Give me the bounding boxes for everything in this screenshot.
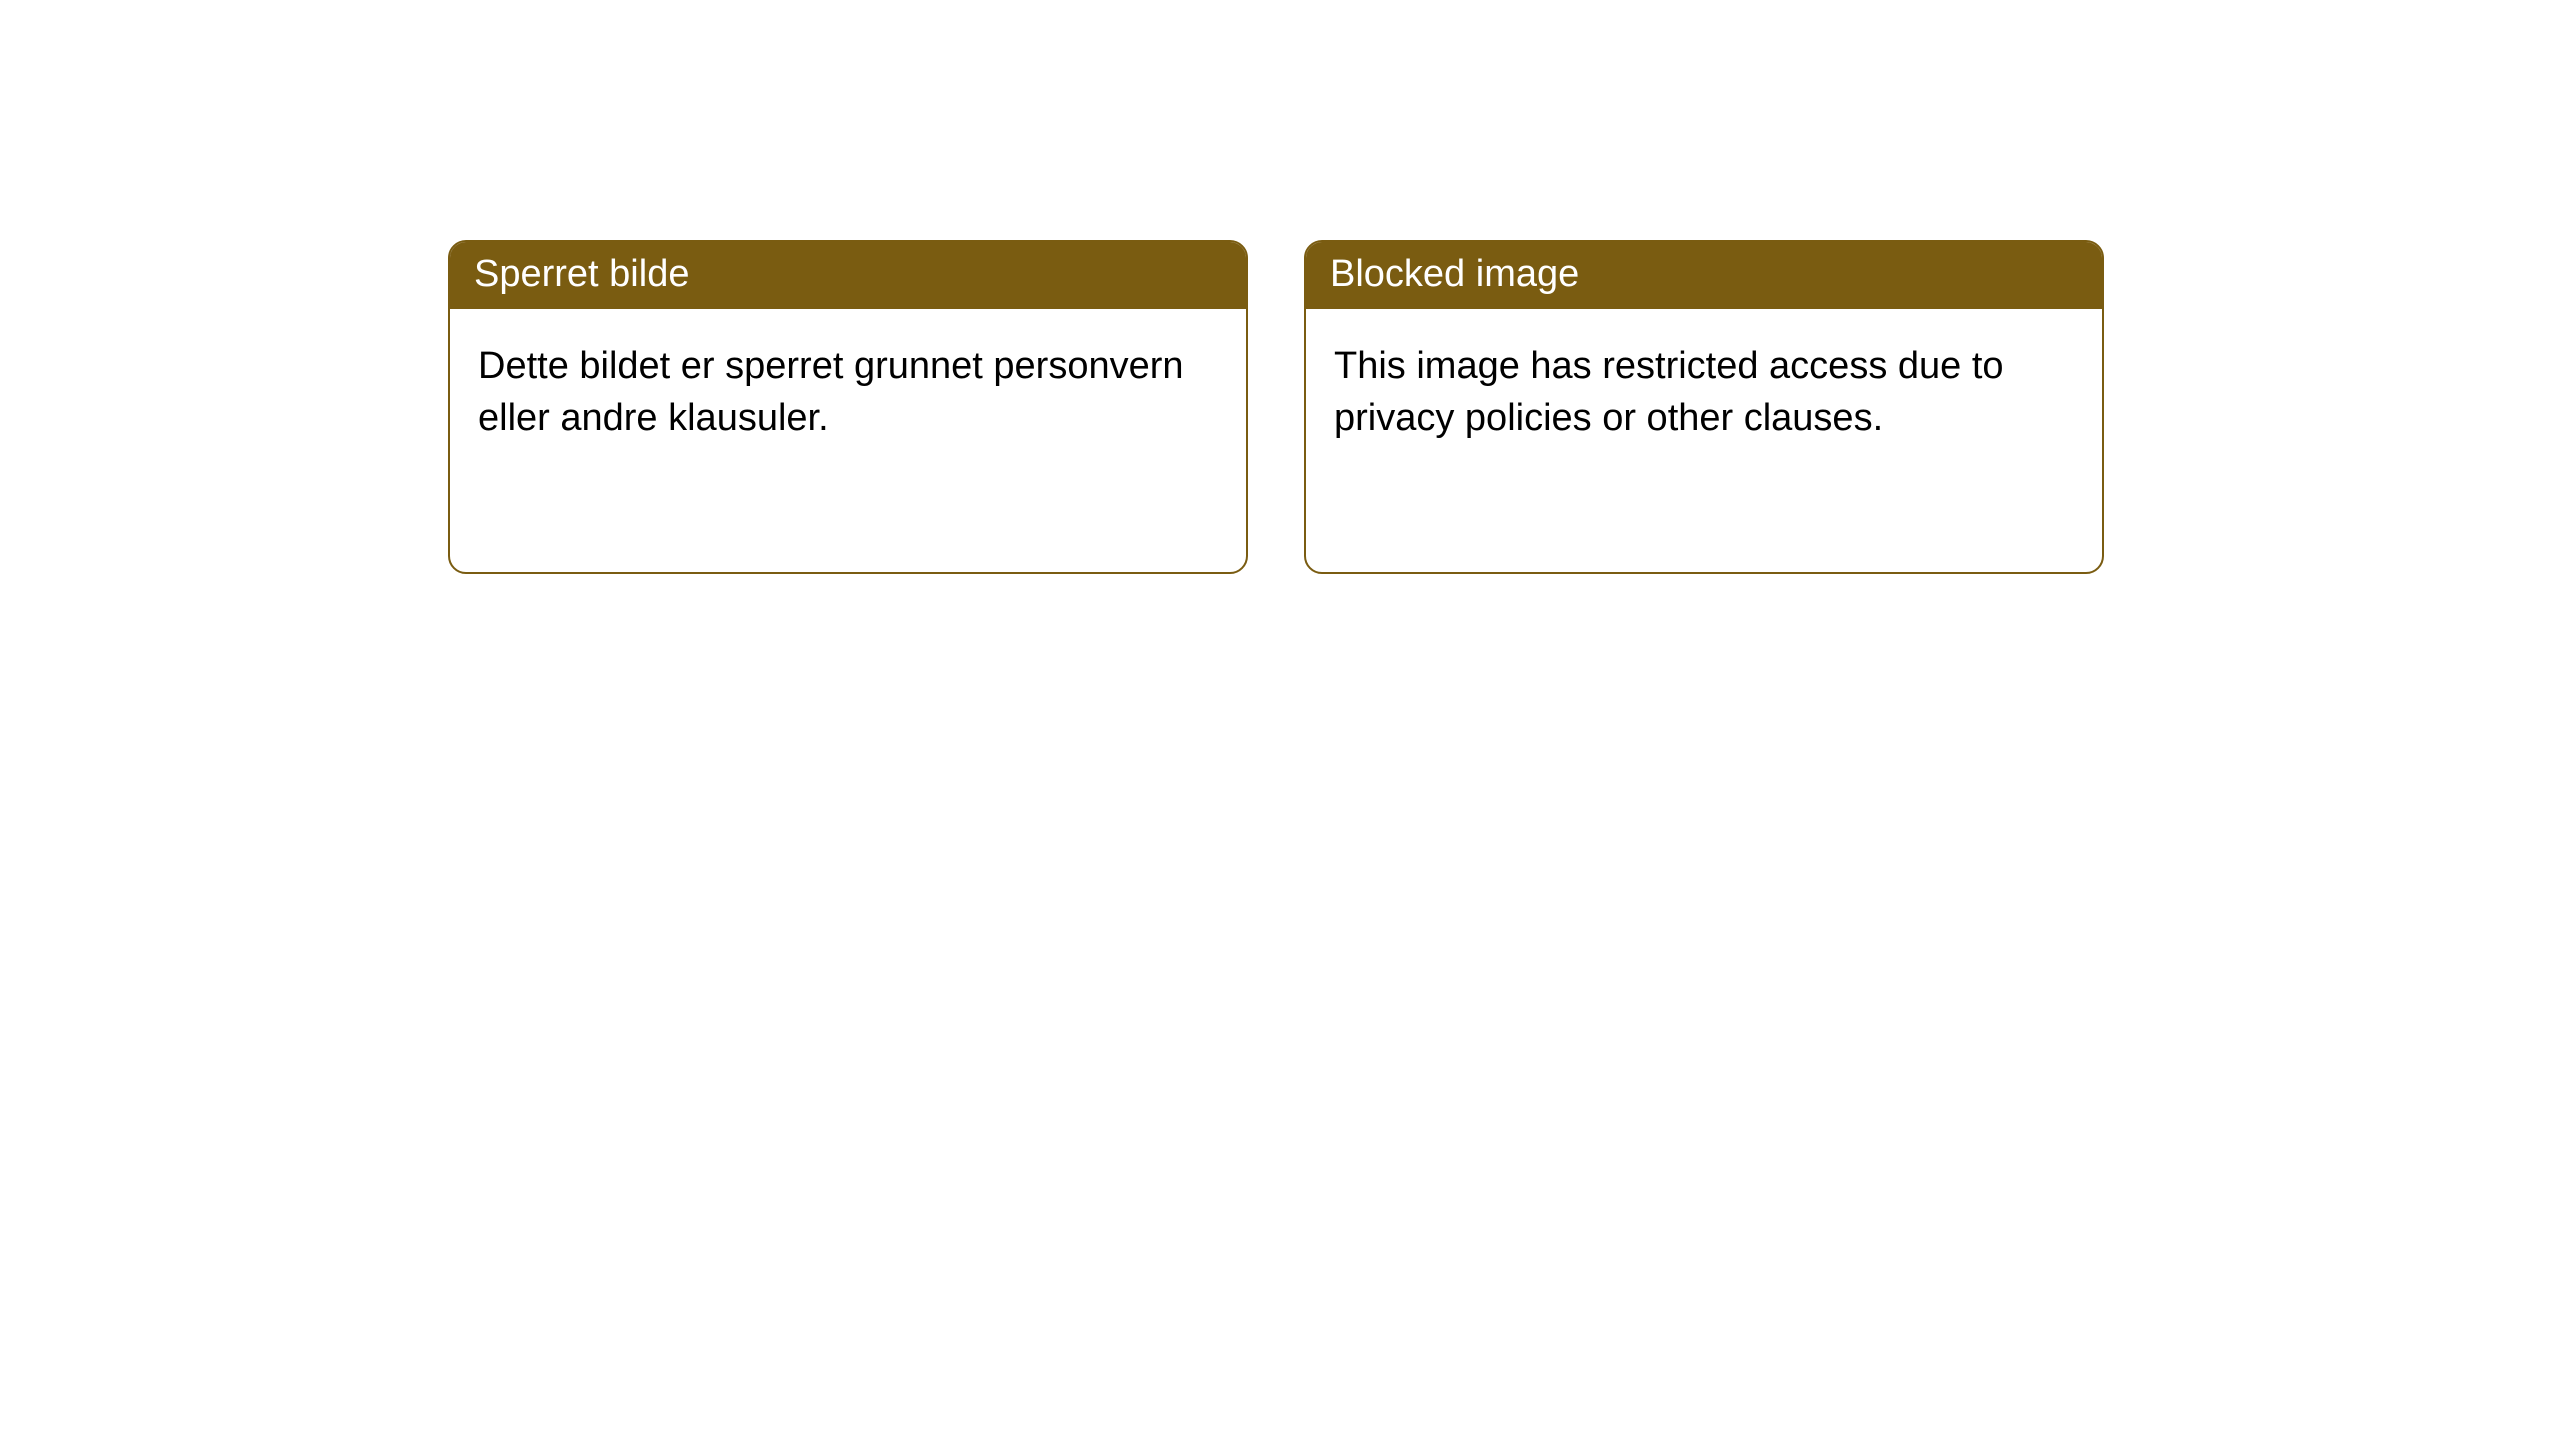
notice-header-norwegian: Sperret bilde <box>450 242 1246 309</box>
notice-body-norwegian: Dette bildet er sperret grunnet personve… <box>450 309 1246 476</box>
notice-container: Sperret bilde Dette bildet er sperret gr… <box>0 0 2560 574</box>
notice-header-english: Blocked image <box>1306 242 2102 309</box>
notice-body-english: This image has restricted access due to … <box>1306 309 2102 476</box>
notice-box-norwegian: Sperret bilde Dette bildet er sperret gr… <box>448 240 1248 574</box>
notice-box-english: Blocked image This image has restricted … <box>1304 240 2104 574</box>
